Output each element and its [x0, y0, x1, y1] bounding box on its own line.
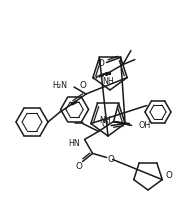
- Text: HN: HN: [68, 139, 80, 148]
- Text: O: O: [107, 155, 114, 164]
- Text: NH: NH: [102, 77, 114, 86]
- Text: H₂N: H₂N: [52, 82, 67, 90]
- Text: O: O: [166, 170, 172, 180]
- Text: O: O: [80, 82, 86, 90]
- Text: NH: NH: [99, 116, 111, 125]
- Text: OH: OH: [139, 121, 151, 130]
- Text: O: O: [97, 59, 104, 68]
- Text: O: O: [75, 162, 82, 171]
- Text: O: O: [102, 120, 109, 129]
